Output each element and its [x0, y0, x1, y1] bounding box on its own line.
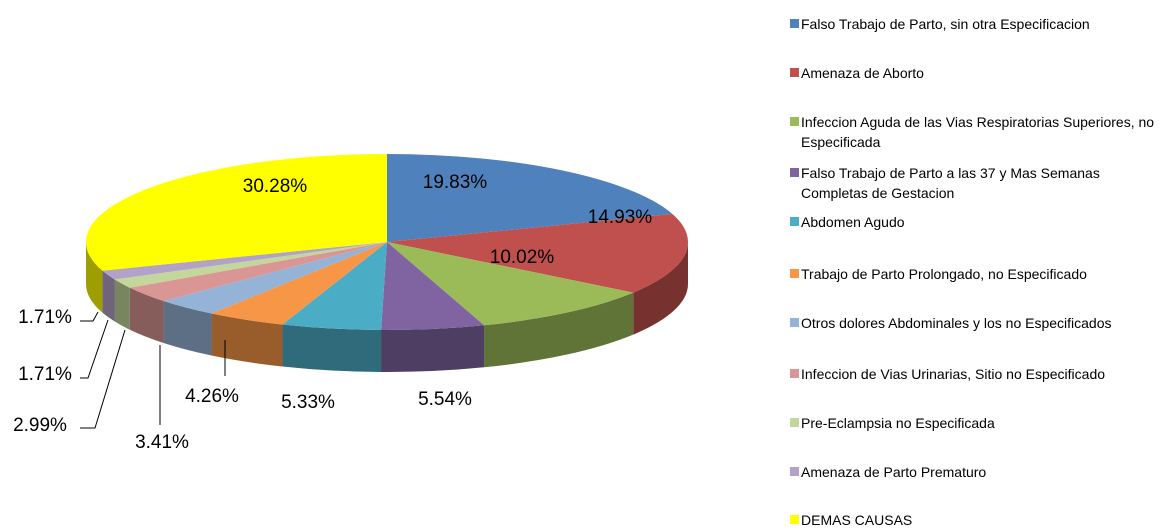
data-label: 19.83%: [423, 172, 488, 193]
legend-item: DEMAS CAUSAS: [790, 510, 1168, 530]
legend-swatch: [790, 168, 799, 177]
slice: [282, 242, 387, 330]
slice: [163, 242, 387, 314]
slice-side: [129, 287, 164, 343]
legend-label: DEMAS CAUSAS: [801, 512, 913, 528]
slice: [211, 242, 387, 325]
legend-item: Falso Trabajo de Parto a las 37 y Mas Se…: [790, 163, 1168, 203]
legend-label: Trabajo de Parto Prolongado, no Especifi…: [801, 266, 1087, 282]
legend-label: Otros dolores Abdominales y los no Espec…: [801, 315, 1112, 331]
legend-swatch: [790, 467, 799, 476]
legend-item: Infeccion Aguda de las Vias Respiratoria…: [790, 112, 1168, 152]
legend-swatch: [790, 117, 799, 126]
slice: [85, 154, 387, 271]
slice: [129, 242, 387, 301]
data-label: 14.93%: [588, 207, 653, 228]
slice: [387, 242, 634, 326]
legend-item: Abdomen Agudo: [790, 212, 1168, 232]
leader-line: [80, 319, 109, 379]
legend-swatch: [790, 19, 799, 28]
pie-area: 19.83% 14.93% 10.02% 5.54% 5.33% 4.26% 3.41% 2.…: [13, 154, 688, 453]
legend-label: Infeccion de Vias Urinarias, Sitio no Es…: [801, 366, 1106, 382]
legend-swatch: [790, 68, 799, 77]
slice-side: [211, 313, 283, 367]
legend-item: Amenaza de Aborto: [790, 63, 1168, 83]
leader-line: [80, 311, 99, 322]
legend-item: Pre-Eclampsia no Especificada: [790, 413, 1168, 433]
slice-side: [114, 279, 130, 330]
legend-label: Infeccion Aguda de las Vias Respiratoria…: [801, 114, 1155, 150]
data-label: 3.41%: [135, 432, 189, 453]
data-label: 2.99%: [13, 415, 67, 436]
legend-swatch: [790, 217, 799, 226]
legend-label: Amenaza de Parto Prematuro: [801, 464, 987, 480]
legend-item: Infeccion de Vias Urinarias, Sitio no Es…: [790, 364, 1168, 384]
slice-side: [381, 325, 485, 372]
slice-side: [633, 242, 688, 335]
slice: [381, 242, 485, 330]
legend-label: Amenaza de Aborto: [801, 65, 924, 81]
slice: [387, 154, 673, 242]
slice-side: [102, 270, 115, 322]
legend-label: Falso Trabajo de Parto a las 37 y Mas Se…: [801, 165, 1100, 201]
legend-item: Trabajo de Parto Prolongado, no Especifi…: [790, 264, 1168, 284]
legend-item: Falso Trabajo de Parto, sin otra Especif…: [790, 14, 1168, 34]
data-label: 1.71%: [18, 307, 72, 328]
slice-side: [163, 300, 212, 356]
legend-label: Falso Trabajo de Parto, sin otra Especif…: [801, 16, 1090, 32]
legend-item: Amenaza de Parto Prematuro: [790, 462, 1168, 482]
legend-label: Abdomen Agudo: [801, 214, 905, 230]
leader-line: [80, 329, 126, 429]
slice: [114, 242, 388, 288]
slice: [102, 242, 387, 280]
data-label: 5.33%: [281, 392, 335, 413]
legend-item: Otros dolores Abdominales y los no Espec…: [790, 313, 1168, 333]
slice-side: [484, 292, 634, 368]
data-label: 1.71%: [18, 364, 72, 385]
data-label: 4.26%: [185, 386, 239, 407]
legend-swatch: [790, 318, 799, 327]
slice-side: [282, 324, 382, 372]
slice-side: [86, 242, 103, 313]
data-label: 10.02%: [490, 247, 555, 268]
slice: [387, 213, 688, 293]
data-label: 30.28%: [243, 176, 308, 197]
legend-label: Pre-Eclampsia no Especificada: [801, 415, 995, 431]
legend-swatch: [790, 515, 799, 524]
legend-swatch: [790, 269, 799, 278]
legend-swatch: [790, 418, 799, 427]
data-label: 5.54%: [418, 389, 472, 410]
legend-swatch: [790, 369, 799, 378]
